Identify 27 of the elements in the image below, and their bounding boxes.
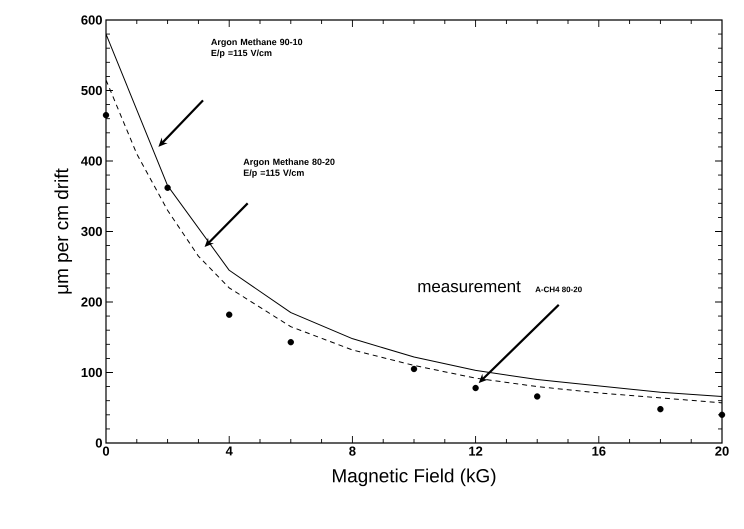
y-tick-label: 300 bbox=[81, 226, 102, 236]
x-tick-label: 0 bbox=[102, 446, 110, 456]
annotation: Argon Methane 80-20 E/p =115 V/cm bbox=[243, 158, 335, 178]
point bbox=[657, 406, 664, 412]
x-axis-title: Magnetic Field (kG) bbox=[332, 468, 496, 486]
annotation: Argon Methane 90-10 E/p =115 V/cm bbox=[211, 38, 302, 58]
point bbox=[472, 384, 479, 392]
y-tick-label: 500 bbox=[81, 86, 102, 96]
x-tick-label: 20 bbox=[715, 446, 729, 456]
point bbox=[102, 112, 110, 118]
y-tick-label: 100 bbox=[82, 368, 102, 378]
y-tick-label: 600 bbox=[81, 15, 102, 25]
point bbox=[288, 338, 294, 346]
point bbox=[164, 184, 171, 191]
x-tick-label: 16 bbox=[592, 446, 606, 456]
annotation: measurement bbox=[418, 281, 521, 292]
point bbox=[718, 412, 726, 418]
x-tick-label: 12 bbox=[469, 446, 482, 456]
point bbox=[226, 312, 232, 318]
point bbox=[534, 393, 540, 400]
x-tick-label: 4 bbox=[226, 446, 233, 456]
y-tick-label: 200 bbox=[81, 297, 102, 307]
y-tick-label: 0 bbox=[96, 438, 102, 448]
x-tick-label: 8 bbox=[349, 446, 356, 456]
y-tick-label: 400 bbox=[81, 156, 102, 166]
y-axis-title: μm per cm drift bbox=[54, 168, 72, 294]
point bbox=[410, 366, 418, 372]
